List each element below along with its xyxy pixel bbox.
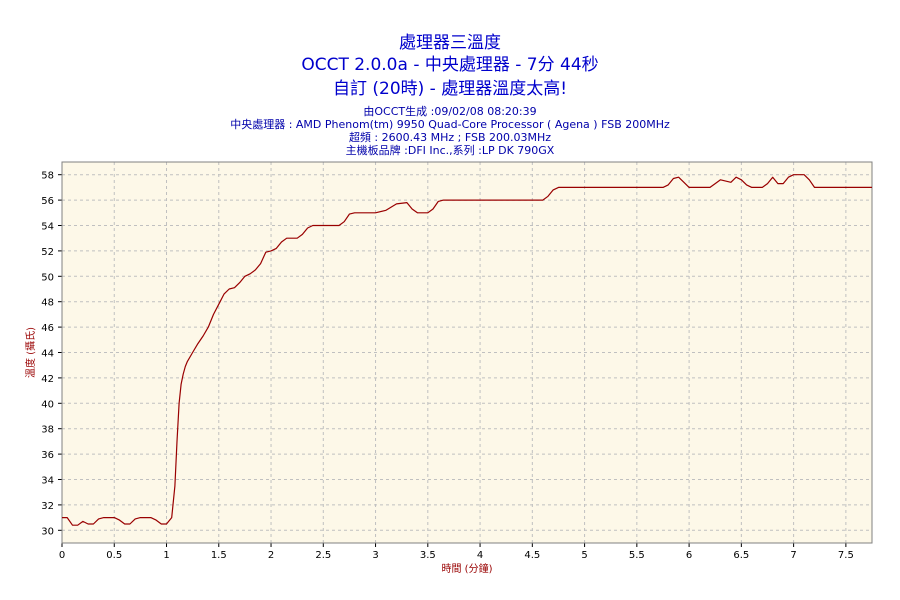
y-tick-label: 46 [41, 323, 54, 334]
y-tick-label: 44 [41, 349, 54, 360]
x-tick-label: 6.5 [733, 550, 749, 561]
x-tick-label: 0.5 [106, 550, 122, 561]
x-axis-label: 時間 (分鐘) [442, 562, 493, 575]
x-tick-label: 4.5 [524, 550, 540, 561]
info-cpu: 中央處理器 : AMD Phenom(tm) 9950 Quad-Core Pr… [230, 118, 670, 131]
chart-subtitle-test: OCCT 2.0.0a - 中央處理器 - 7分 44秒 [301, 55, 599, 75]
series-line-cpu-temperature [62, 174, 872, 526]
x-tick-label: 6 [686, 550, 692, 561]
series-group [62, 174, 872, 526]
y-tick-label: 30 [41, 526, 54, 537]
info-clock: 超頻 : 2600.43 MHz ; FSB 200.03MHz [348, 131, 552, 144]
x-tick-label: 4 [477, 550, 483, 561]
plot-border [61, 161, 873, 544]
y-tick-label: 42 [41, 374, 54, 385]
x-tick-label: 2 [268, 550, 274, 561]
y-tick-label: 56 [41, 196, 54, 207]
x-tick-label: 0 [59, 550, 65, 561]
y-tick-label: 48 [41, 298, 54, 309]
y-tick-label: 40 [41, 399, 54, 410]
chart-title: 處理器三溫度 [399, 33, 501, 53]
x-tick-label: 5.5 [629, 550, 645, 561]
info-board: 主機板品牌 :DFI Inc.,系列 :LP DK 790GX [345, 144, 555, 157]
x-tick-label: 1.5 [211, 550, 227, 561]
x-tick-label: 3.5 [420, 550, 436, 561]
y-tick-label: 32 [41, 501, 54, 512]
info-generated: 由OCCT生成 :09/02/08 08:20:39 [363, 105, 537, 118]
chart-subtitle-warning: 自訂 (20時) - 處理器溫度太高! [332, 79, 568, 99]
x-tick-label: 3 [372, 550, 378, 561]
x-tick-label: 1 [163, 550, 169, 561]
x-tick-label: 7 [790, 550, 796, 561]
y-tick-label: 58 [41, 171, 54, 182]
x-tick-label: 2.5 [315, 550, 331, 561]
axes [58, 161, 873, 547]
x-tick-label: 5 [581, 550, 587, 561]
y-tick-label: 50 [41, 272, 54, 283]
y-axis-label: 溫度 (攝氏) [24, 327, 37, 378]
grid-lines [61, 162, 872, 543]
x-tick-label: 7.5 [838, 550, 854, 561]
tick-labels: 0 0.5 1 1.5 2 2.5 3 3.5 4 4.5 5 5.5 6 6.5 7 7.5 30 32 34 36… [24, 171, 854, 575]
y-tick-label: 54 [41, 222, 54, 233]
y-tick-label: 34 [41, 476, 54, 487]
y-tick-label: 52 [41, 247, 54, 258]
y-tick-label: 38 [41, 425, 54, 436]
y-tick-label: 36 [41, 450, 54, 461]
